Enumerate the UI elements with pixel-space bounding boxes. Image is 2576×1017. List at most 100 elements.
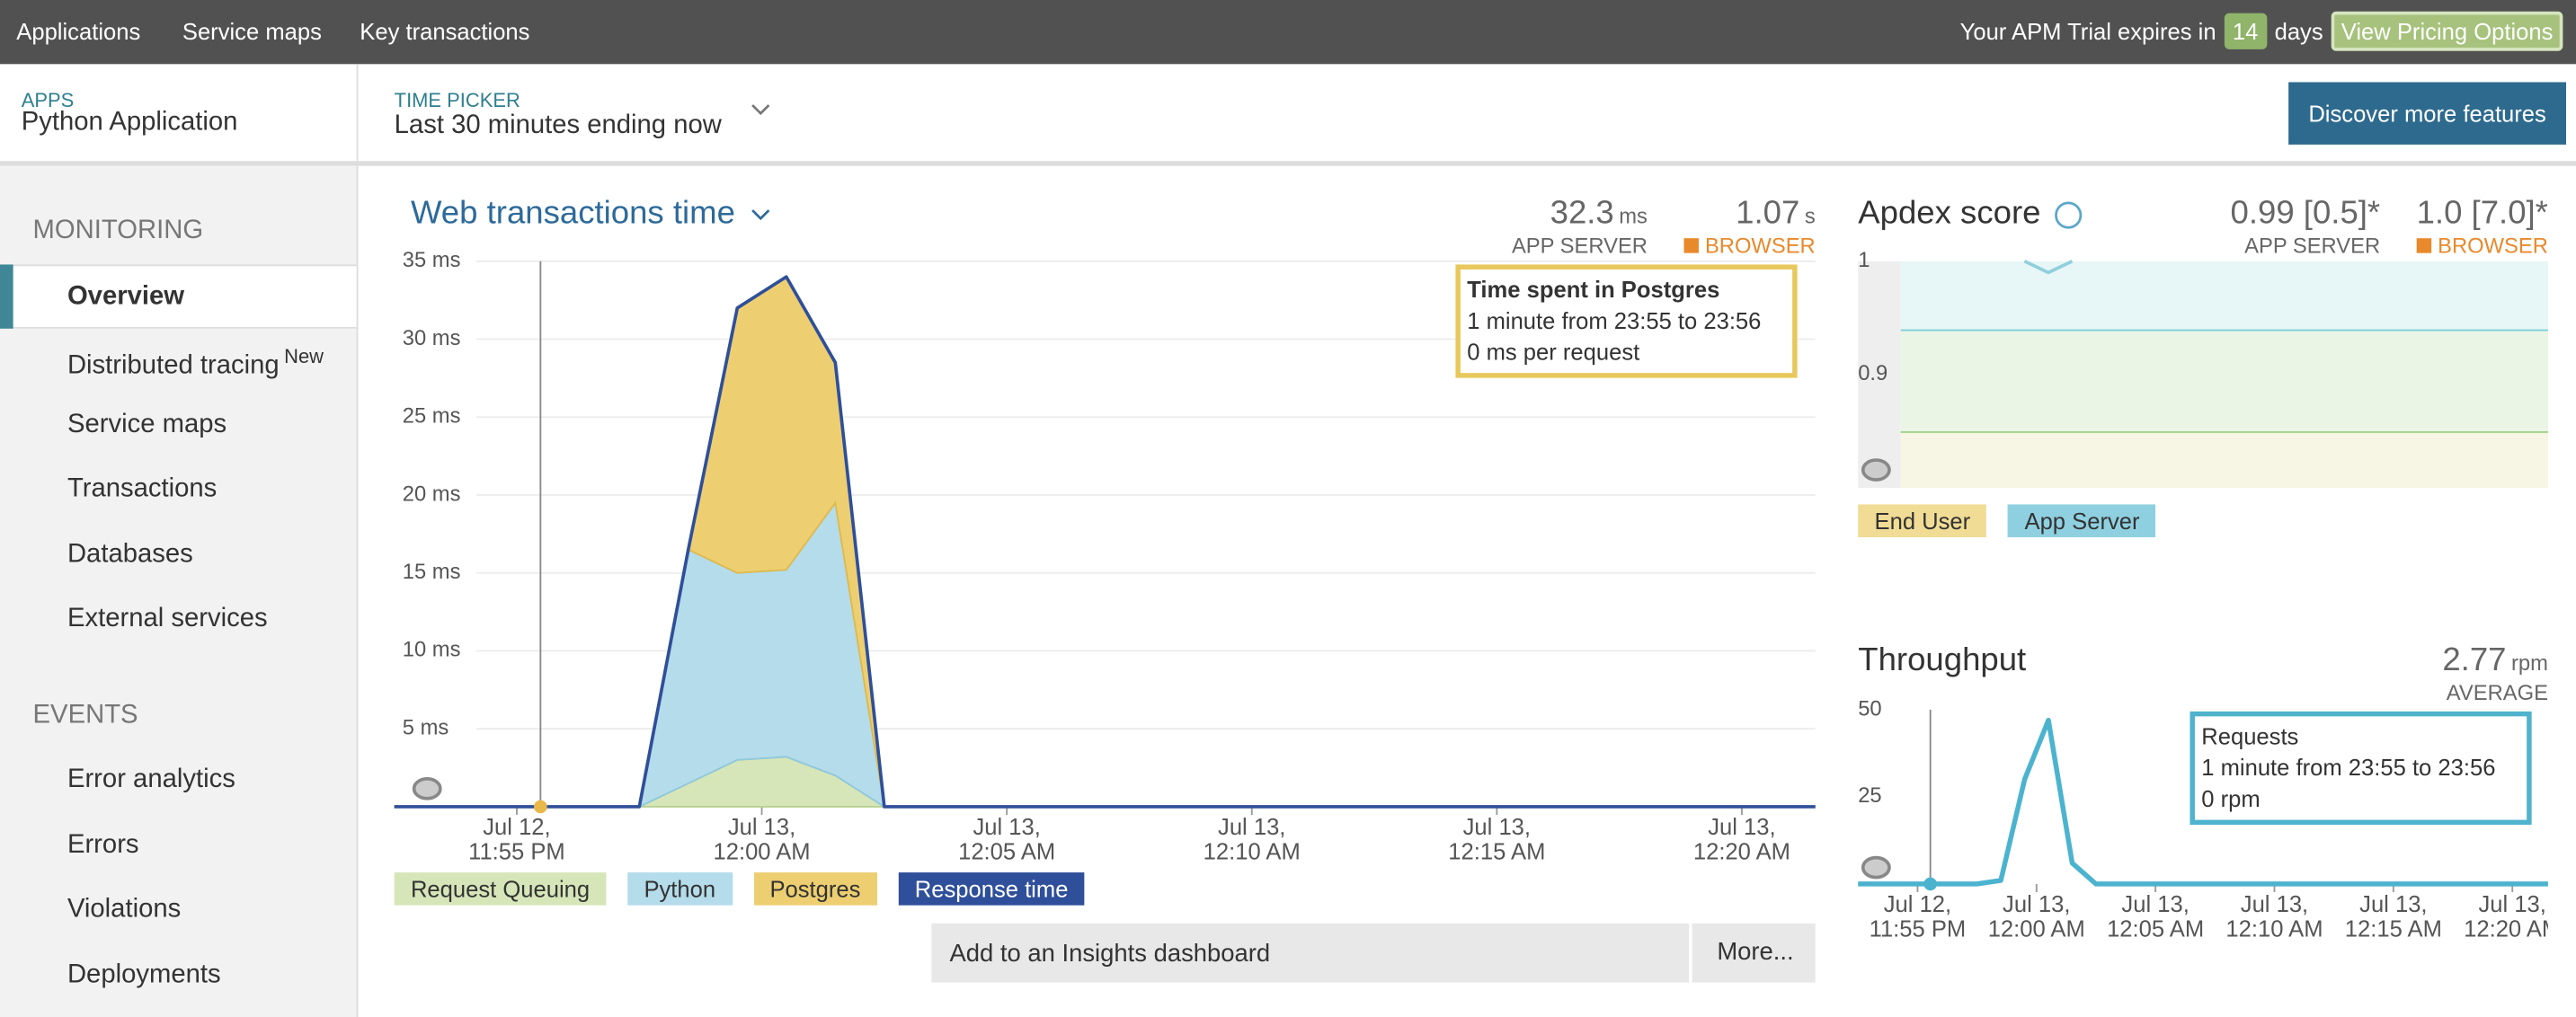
legend-item[interactable]: Postgres xyxy=(753,872,877,906)
nav-item[interactable]: Distributed tracing New xyxy=(0,329,357,393)
toggle[interactable] xyxy=(412,777,442,800)
sidebar: MONITORING Overview Distributed tracing New… xyxy=(0,165,359,1017)
nav-link[interactable]: Applications xyxy=(16,18,141,45)
summary-value: 1.07 xyxy=(1736,195,1800,232)
apdex-band xyxy=(1900,261,2548,331)
x-tick-label: Jul 13, 12:05 AM xyxy=(2107,890,2205,942)
apdex-band xyxy=(1900,330,2548,432)
nav-item[interactable]: Deployments xyxy=(0,944,357,1008)
legend-item[interactable]: Response time xyxy=(898,872,1085,906)
trial-days: 14 xyxy=(2224,13,2267,49)
chart-header: Apdex score xyxy=(1858,196,2083,234)
y-tick-label: 10 ms xyxy=(403,638,461,662)
nav-link[interactable]: Service maps xyxy=(182,18,322,45)
summary-value-row: 0.99 [0.5]* xyxy=(2230,196,2380,234)
apdex-strip xyxy=(1858,261,1901,489)
x-tick-label: Jul 13, 12:10 AM xyxy=(2225,890,2323,942)
chart-title: Apdex score xyxy=(1858,195,2041,232)
nav-item[interactable]: Databases xyxy=(0,524,357,588)
app-name[interactable]: Python Application xyxy=(21,108,238,137)
summary-value: 0.99 [0.5]* xyxy=(2230,195,2381,232)
chevron xyxy=(751,208,769,220)
summary-value-row: 32.3 ms xyxy=(1512,196,1648,234)
legend-item[interactable]: Python xyxy=(627,872,733,906)
summary-label: APP SERVER xyxy=(2244,233,2381,259)
nav-item[interactable]: Violations xyxy=(0,880,357,943)
tooltip-line: 1 minute from 23:55 to 23:56 xyxy=(2201,754,2496,781)
summary-value: 1.0 [7.0]* xyxy=(2416,195,2548,232)
y-tick-label: 30 ms xyxy=(403,326,461,350)
summary: 2.77 rpm AVERAGE xyxy=(2442,642,2548,704)
nav-item[interactable]: Error analytics xyxy=(0,750,357,814)
nav-label: Violations xyxy=(67,896,181,925)
nav-text: Errors xyxy=(67,831,139,860)
summary-label-row: BROWSER xyxy=(1683,234,1816,258)
summary-unit: rpm xyxy=(2510,650,2548,676)
y-tick-label: 25 xyxy=(1858,783,1881,808)
y-tick-label: 15 ms xyxy=(403,560,461,584)
help-icon xyxy=(2055,200,2083,228)
nav-text: Overview xyxy=(67,282,184,311)
x-tick-label: Jul 13, 12:15 AM xyxy=(2344,890,2442,942)
chart-title: Throughput xyxy=(1858,642,2027,679)
tooltip-line: 0 rpm xyxy=(2201,785,2261,812)
toggle[interactable] xyxy=(1861,855,1891,880)
summary-value-row: 1.0 [7.0]* xyxy=(2416,196,2548,234)
chart-header: Throughput xyxy=(1858,642,2026,680)
chart-title[interactable]: Web transactions time xyxy=(410,195,735,232)
nav-text: Deployments xyxy=(67,960,221,989)
nav-link[interactable]: Key transactions xyxy=(360,18,530,45)
nav-item[interactable]: Overview xyxy=(0,264,357,329)
y-tick-label: 20 ms xyxy=(403,482,461,506)
app-label: APPS xyxy=(21,88,75,112)
summary-label: APP SERVER xyxy=(1511,233,1648,259)
time-picker[interactable]: TIME PICKER Last 30 minutes ending now xyxy=(395,89,722,142)
summary-label-row: APP SERVER xyxy=(2230,234,2380,258)
x-axis: Jul 12, 11:55 PM Jul 13, 12:00 AM Jul 13, … xyxy=(1858,889,2548,944)
pricing-button[interactable]: View Pricing Options xyxy=(2331,11,2563,51)
nav-text: Databases xyxy=(67,539,193,569)
legend-item[interactable]: Request Queuing xyxy=(394,872,607,906)
apdex-band xyxy=(1900,431,2548,489)
nav-label: Overview xyxy=(67,283,184,313)
summary-item: 0.99 [0.5]* APP SERVER xyxy=(2230,196,2380,258)
nav-item[interactable]: Errors xyxy=(0,815,357,879)
y-tick-label: 25 ms xyxy=(403,404,461,429)
discover-button[interactable]: Discover more features xyxy=(2288,82,2567,145)
insights-more[interactable]: More... xyxy=(1688,923,1818,983)
nav-label: Databases xyxy=(67,540,193,570)
summary-label-row: BROWSER xyxy=(2416,234,2548,258)
app-header: APPS Python Application xyxy=(0,64,359,162)
insights-add[interactable]: Add to an Insights dashboard xyxy=(949,940,1271,968)
legend-item[interactable]: App Server xyxy=(2008,504,2156,538)
x-tick-label: Jul 12, 11:55 PM xyxy=(468,813,565,864)
chevron-line xyxy=(751,208,769,220)
toggle[interactable] xyxy=(1861,458,1891,482)
selected-bar xyxy=(0,264,13,329)
legend-item[interactable]: End User xyxy=(1858,504,1987,538)
hover-dot xyxy=(534,800,547,814)
nav-item[interactable]: Service maps xyxy=(0,394,357,458)
summary-item: 1.0 [7.0]* BROWSER xyxy=(2416,196,2548,258)
summary-item: 32.3 ms APP SERVER xyxy=(1512,196,1648,258)
summary-item: 2.77 rpm AVERAGE xyxy=(2442,642,2548,704)
top-nav: Applications Service maps Key transactio… xyxy=(0,0,2576,65)
x-tick-label: Jul 12, 11:55 PM xyxy=(1869,890,1967,942)
y-tick-label: 5 ms xyxy=(403,715,449,739)
help-circle xyxy=(2055,200,2083,228)
summary-unit: ms xyxy=(1619,203,1648,229)
insights-bar: Add to an Insights dashboard More... xyxy=(931,923,1818,983)
trial-info: Your APM Trial expires in 14 days View P… xyxy=(1960,11,2563,51)
summary-label: AVERAGE xyxy=(2446,680,2548,705)
summary-label: BROWSER xyxy=(1704,233,1816,259)
nav-item[interactable]: Transactions xyxy=(0,459,357,523)
time-picker-label: TIME PICKER xyxy=(394,88,520,112)
tooltip: Time spent in Postgres 1 minute from 23:5… xyxy=(1455,264,1798,378)
area xyxy=(394,756,1816,808)
x-tick-label: Jul 13, 12:20 AM xyxy=(1692,813,1790,864)
summary: 0.99 [0.5]* APP SERVER 1.0 [7.0]* BROWSER xyxy=(2230,196,2547,258)
nav-item[interactable]: External services xyxy=(0,588,357,652)
x-tick-label: Jul 13, 12:20 AM xyxy=(2464,890,2548,942)
